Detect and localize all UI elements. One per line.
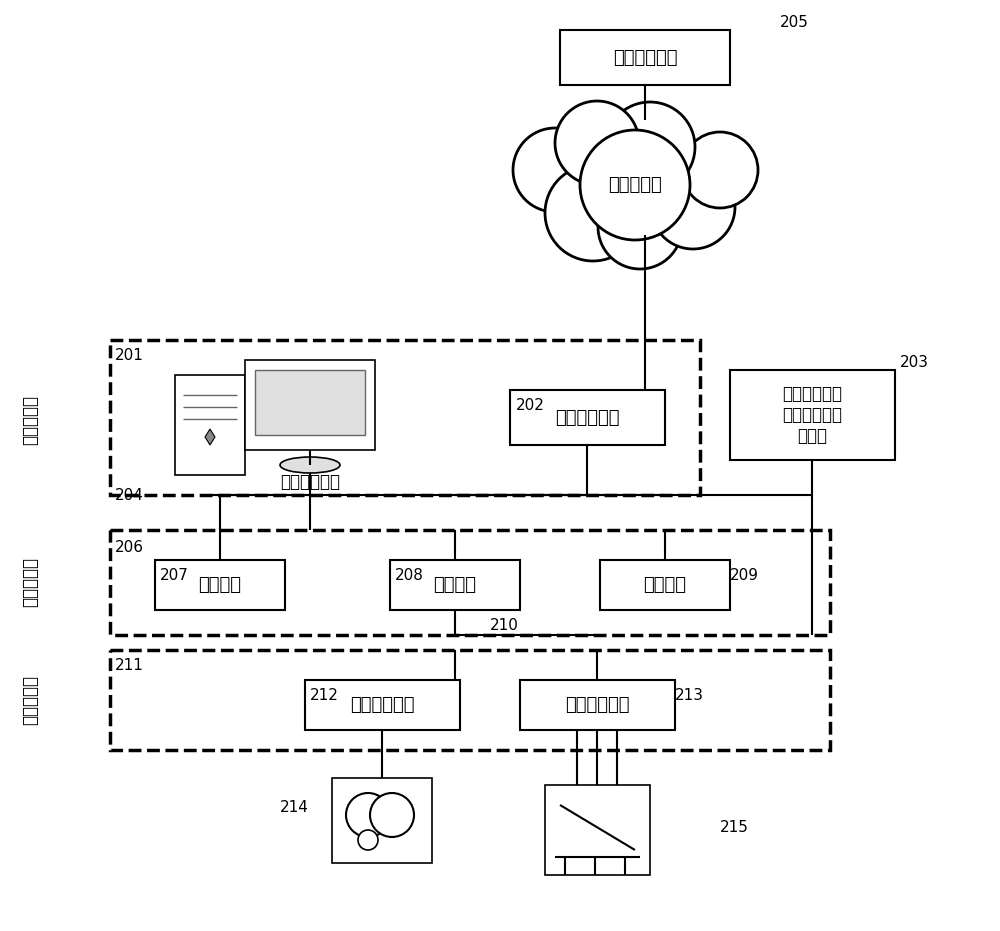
Circle shape [370,793,414,837]
Bar [110,340,700,495]
Text: 过程层设备: 过程层设备 [21,675,39,725]
Text: 209: 209 [730,568,759,583]
Circle shape [555,101,639,185]
Text: 205: 205 [780,15,809,30]
Bar [390,560,520,610]
Text: 203: 203 [900,355,929,370]
Bar [175,375,245,475]
Bar [255,370,365,435]
Bar [110,530,830,635]
Circle shape [598,185,682,269]
Text: 212: 212 [310,688,339,703]
Text: 214: 214 [280,800,309,815]
Text: 智能终端设备: 智能终端设备 [565,696,630,714]
Bar [510,390,665,445]
Text: 211: 211 [115,658,144,673]
Text: 201: 201 [115,348,144,363]
Text: 204: 204 [115,488,144,503]
Bar [245,360,375,450]
Text: 监控系统设备: 监控系统设备 [280,473,340,491]
Circle shape [358,830,378,850]
Circle shape [651,165,735,249]
Bar [110,650,830,750]
Text: 213: 213 [675,688,704,703]
Text: 调度主站系统: 调度主站系统 [613,48,677,66]
Text: 合并单元设备: 合并单元设备 [350,696,415,714]
Text: 207: 207 [160,568,189,583]
Text: 206: 206 [115,540,144,555]
Text: 215: 215 [720,820,749,835]
Bar [332,778,432,863]
Text: 208: 208 [395,568,424,583]
Bar [600,560,730,610]
Text: 站控层设备: 站控层设备 [21,395,39,445]
Circle shape [513,128,597,212]
Bar [730,370,895,460]
Bar [520,680,675,730]
Circle shape [346,793,390,837]
Bar [560,30,730,85]
Text: 调度数据网: 调度数据网 [608,176,662,194]
Bar [155,560,285,610]
Circle shape [605,102,695,192]
Text: 间隔层设备: 间隔层设备 [21,557,39,607]
Text: 远动系统设备: 远动系统设备 [555,409,620,426]
Text: 保护设备: 保护设备 [198,576,242,594]
Bar [545,785,650,875]
Bar [305,680,460,730]
Circle shape [580,130,690,240]
Polygon shape [205,429,215,445]
Ellipse shape [280,457,340,473]
Text: 210: 210 [490,618,519,633]
Circle shape [545,165,641,261]
Text: 安稳设备: 安稳设备 [644,576,686,594]
Circle shape [682,132,758,208]
Text: 测控设备: 测控设备 [434,576,477,594]
Text: 变电站站控层
设备的信号测
试装置: 变电站站控层 设备的信号测 试装置 [782,385,842,445]
Text: 202: 202 [516,398,545,413]
